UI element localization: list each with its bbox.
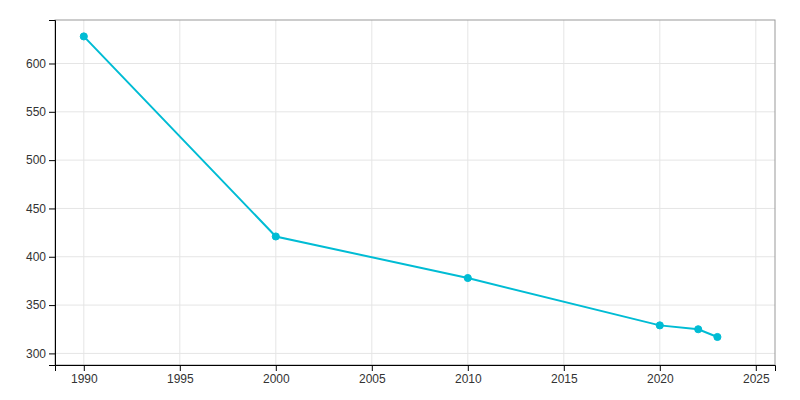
tick: 550 <box>26 105 55 119</box>
tick-mark <box>372 365 373 371</box>
marker <box>464 274 471 281</box>
marker <box>80 33 87 40</box>
tick: 2005 <box>359 365 386 386</box>
grid-line <box>55 160 775 161</box>
tick: 2010 <box>455 365 482 386</box>
tick: 2015 <box>551 365 578 386</box>
grid-line <box>755 20 756 365</box>
tick-label: 2020 <box>647 372 674 386</box>
tick: 400 <box>26 250 55 264</box>
tick-mark <box>49 112 55 113</box>
grid-line <box>55 305 775 306</box>
tick: 450 <box>26 202 55 216</box>
tick-mark <box>49 160 55 161</box>
marker <box>272 233 279 240</box>
tick-label: 1990 <box>71 372 98 386</box>
tick-mark <box>180 365 181 371</box>
tick-mark <box>84 365 85 371</box>
tick-mark <box>564 365 565 371</box>
tick-label: 450 <box>26 202 46 216</box>
grid-line <box>55 111 775 112</box>
tick: 300 <box>26 347 55 361</box>
plot-frame <box>55 20 775 365</box>
tick: 1995 <box>167 365 194 386</box>
grid-line <box>659 20 660 365</box>
y-axis: 300 350 400 450 500 550 600 <box>26 21 56 366</box>
tick-mark <box>468 365 469 371</box>
grid-line <box>275 20 276 365</box>
grid-line <box>55 256 775 257</box>
tick: 500 <box>26 153 55 167</box>
tick-label: 400 <box>26 250 46 264</box>
tick-label: 1995 <box>167 372 194 386</box>
marker <box>714 333 721 340</box>
grid-line <box>55 63 775 64</box>
tick-label: 500 <box>26 153 46 167</box>
tick-label: 300 <box>26 347 46 361</box>
grid-line <box>467 20 468 365</box>
tick-mark <box>276 365 277 371</box>
chart: 1990 1995 2000 2005 2010 2015 2020 2025 300 350 40… <box>0 0 800 400</box>
tick-label: 350 <box>26 298 46 312</box>
grid-line <box>179 20 180 365</box>
tick-mark <box>49 257 55 258</box>
tick: 2020 <box>647 365 674 386</box>
x-axis: 1990 1995 2000 2005 2010 2015 2020 2025 <box>56 365 776 386</box>
plot: 1990 1995 2000 2005 2010 2015 2020 2025 300 350 40… <box>26 20 776 386</box>
grid-line <box>83 20 84 365</box>
tick-mark <box>49 63 55 64</box>
tick: 2000 <box>263 365 290 386</box>
tick-mark <box>49 305 55 306</box>
grid-line <box>371 20 372 365</box>
tick-label: 2025 <box>743 372 770 386</box>
tick-mark <box>660 365 661 371</box>
tick: 350 <box>26 298 55 312</box>
tick-label: 600 <box>26 57 46 71</box>
tick-mark <box>49 208 55 209</box>
axis-line <box>49 21 56 366</box>
grid-line <box>563 20 564 365</box>
tick: 2025 <box>743 365 770 386</box>
grid-line <box>55 353 775 354</box>
tick-label: 2000 <box>263 372 290 386</box>
series <box>80 33 721 341</box>
tick-label: 2010 <box>455 372 482 386</box>
marker <box>695 326 702 333</box>
tick-mark <box>756 365 757 371</box>
tick: 600 <box>26 57 55 71</box>
axis-line <box>56 366 776 372</box>
marker <box>656 322 663 329</box>
tick-label: 550 <box>26 105 46 119</box>
tick-mark <box>49 353 55 354</box>
grid-line <box>55 208 775 209</box>
grid <box>55 20 775 365</box>
line <box>84 36 718 337</box>
tick-label: 2015 <box>551 372 578 386</box>
tick: 1990 <box>71 365 98 386</box>
tick-label: 2005 <box>359 372 386 386</box>
